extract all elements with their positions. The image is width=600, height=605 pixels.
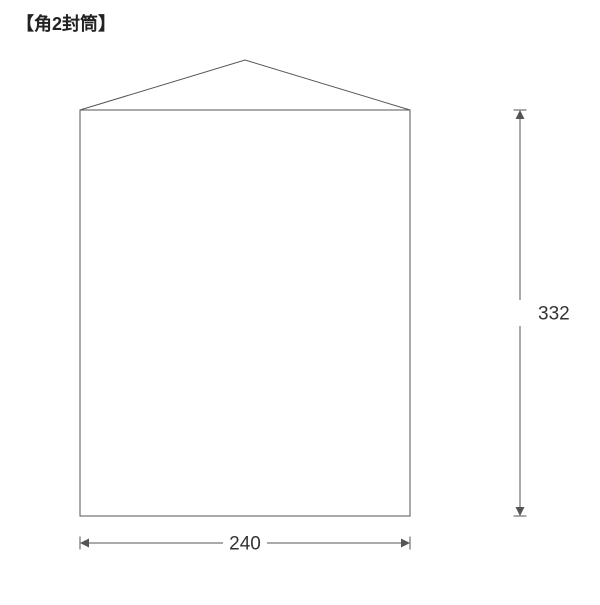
height-dimension-bar: 332 [514, 110, 570, 516]
width-bar-left-arrow-icon [80, 539, 89, 548]
height-label: 332 [538, 304, 570, 325]
envelope-flap [80, 60, 410, 110]
width-label: 240 [229, 534, 261, 555]
height-bar-top-arrow-icon [516, 110, 525, 119]
envelope-body [80, 110, 410, 516]
envelope-dimension-diagram: 【角2封筒】 240 332 [0, 0, 600, 600]
width-bar-right-arrow-icon [401, 539, 410, 548]
height-bar-bottom-arrow-icon [516, 507, 525, 516]
width-dimension-bar: 240 [80, 534, 410, 555]
diagram-title: 【角2封筒】 [16, 13, 116, 34]
envelope-shape [80, 60, 410, 516]
